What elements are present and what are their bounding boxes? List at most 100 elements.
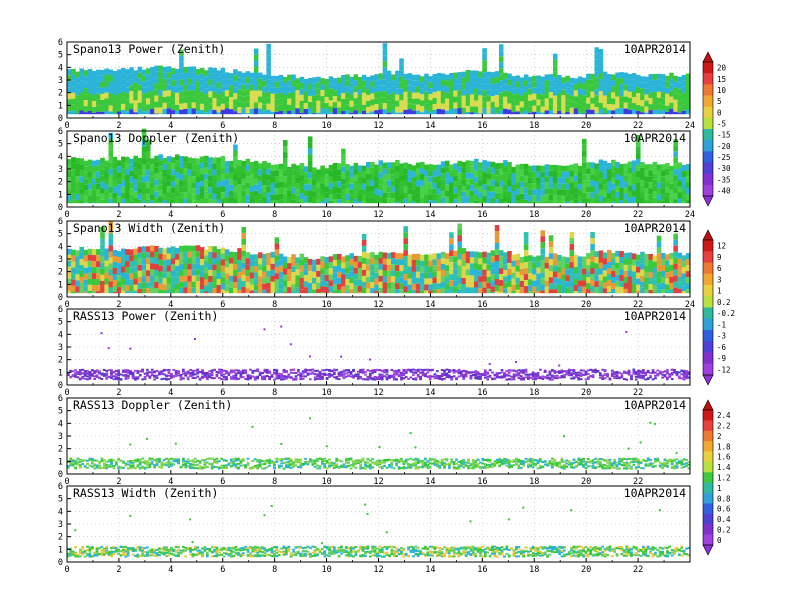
data-cell: [277, 377, 281, 380]
data-cell: [436, 194, 442, 201]
data-cell: [449, 176, 454, 183]
data-cell: [291, 169, 296, 176]
data-cell: [383, 369, 386, 372]
data-cell: [274, 261, 280, 268]
data-cell: [523, 169, 529, 176]
data-cell: [445, 372, 449, 375]
data-cell: [191, 66, 197, 73]
data-cell: [515, 277, 521, 284]
data-cell: [137, 163, 143, 170]
data-cell: [349, 112, 354, 115]
data-cell: [395, 259, 400, 266]
data-cell: [640, 257, 645, 264]
data-cell: [108, 233, 114, 240]
data-cell: [133, 284, 138, 291]
data-cell: [461, 107, 467, 114]
data-cell: [199, 259, 205, 266]
data-cell: [532, 274, 537, 281]
data-cell: [482, 102, 487, 109]
data-cell: [474, 376, 478, 379]
data-cell: [462, 373, 466, 376]
data-cell: [557, 266, 562, 273]
data-cell: [251, 375, 255, 378]
data-cell: [625, 331, 628, 334]
data-cell: [108, 174, 114, 181]
data-cell: [195, 69, 201, 76]
data-cell: [519, 187, 525, 194]
data-cell: [536, 291, 541, 294]
data-cell: [268, 376, 271, 379]
data-cell: [411, 110, 417, 115]
data-cell: [403, 168, 408, 175]
data-cell: [124, 370, 128, 373]
data-cell: [133, 167, 138, 174]
data-cell: [332, 181, 338, 188]
data-cell: [573, 187, 579, 194]
data-cell: [440, 269, 446, 276]
data-cell: [536, 255, 541, 262]
data-cell: [453, 169, 458, 176]
data-cell: [233, 156, 238, 163]
data-cell: [602, 184, 608, 191]
data-cell: [253, 284, 259, 291]
data-cell: [137, 66, 143, 73]
data-cell: [440, 85, 446, 92]
data-cell: [110, 372, 113, 375]
data-cell: [436, 96, 442, 103]
data-cell: [336, 289, 342, 294]
data-cell: [253, 78, 259, 85]
data-cell: [419, 368, 422, 371]
data-cell: [642, 375, 645, 378]
data-cell: [622, 371, 626, 374]
data-cell: [258, 169, 263, 176]
data-cell: [669, 177, 674, 184]
data-cell: [174, 68, 180, 75]
data-cell: [112, 198, 118, 204]
data-cell: [352, 376, 355, 379]
data-cell: [141, 200, 147, 204]
data-cell: [590, 186, 595, 193]
data-cell: [299, 377, 303, 380]
data-cell: [619, 275, 624, 282]
data-cell: [388, 376, 391, 379]
x-tick-label: 14: [425, 121, 435, 131]
data-cell: [449, 85, 454, 91]
data-cell: [239, 376, 243, 379]
data-cell: [673, 257, 678, 264]
data-cell: [590, 192, 595, 199]
data-cell: [444, 166, 450, 173]
data-cell: [88, 371, 92, 374]
data-cell: [216, 88, 222, 95]
data-cell: [336, 283, 342, 290]
data-cell: [374, 104, 379, 111]
data-cell: [503, 184, 508, 191]
data-cell: [440, 179, 446, 186]
data-cell: [199, 79, 205, 86]
data-cell: [366, 378, 370, 381]
data-cell: [67, 81, 72, 88]
data-cell: [107, 369, 111, 372]
data-cell: [424, 182, 429, 189]
data-cell: [644, 82, 649, 89]
data-cell: [399, 58, 404, 65]
colorbar-tick-label: 9: [717, 253, 722, 262]
data-cell: [494, 101, 500, 108]
data-cell: [277, 375, 281, 378]
colorbar-frame: [702, 239, 714, 376]
data-cell: [515, 105, 521, 112]
data-cell: [498, 274, 504, 281]
data-cell: [449, 79, 454, 85]
data-cell: [447, 376, 451, 379]
data-cell: [531, 374, 535, 377]
data-cell: [382, 174, 388, 181]
data-cell: [656, 253, 662, 260]
data-cell: [174, 178, 180, 185]
data-cell: [557, 99, 562, 106]
data-cell: [303, 287, 309, 294]
data-cell: [220, 289, 226, 294]
data-cell: [636, 290, 641, 294]
data-cell: [632, 370, 636, 373]
data-cell: [141, 93, 147, 100]
data-cell: [258, 276, 263, 283]
data-cell: [669, 72, 674, 79]
